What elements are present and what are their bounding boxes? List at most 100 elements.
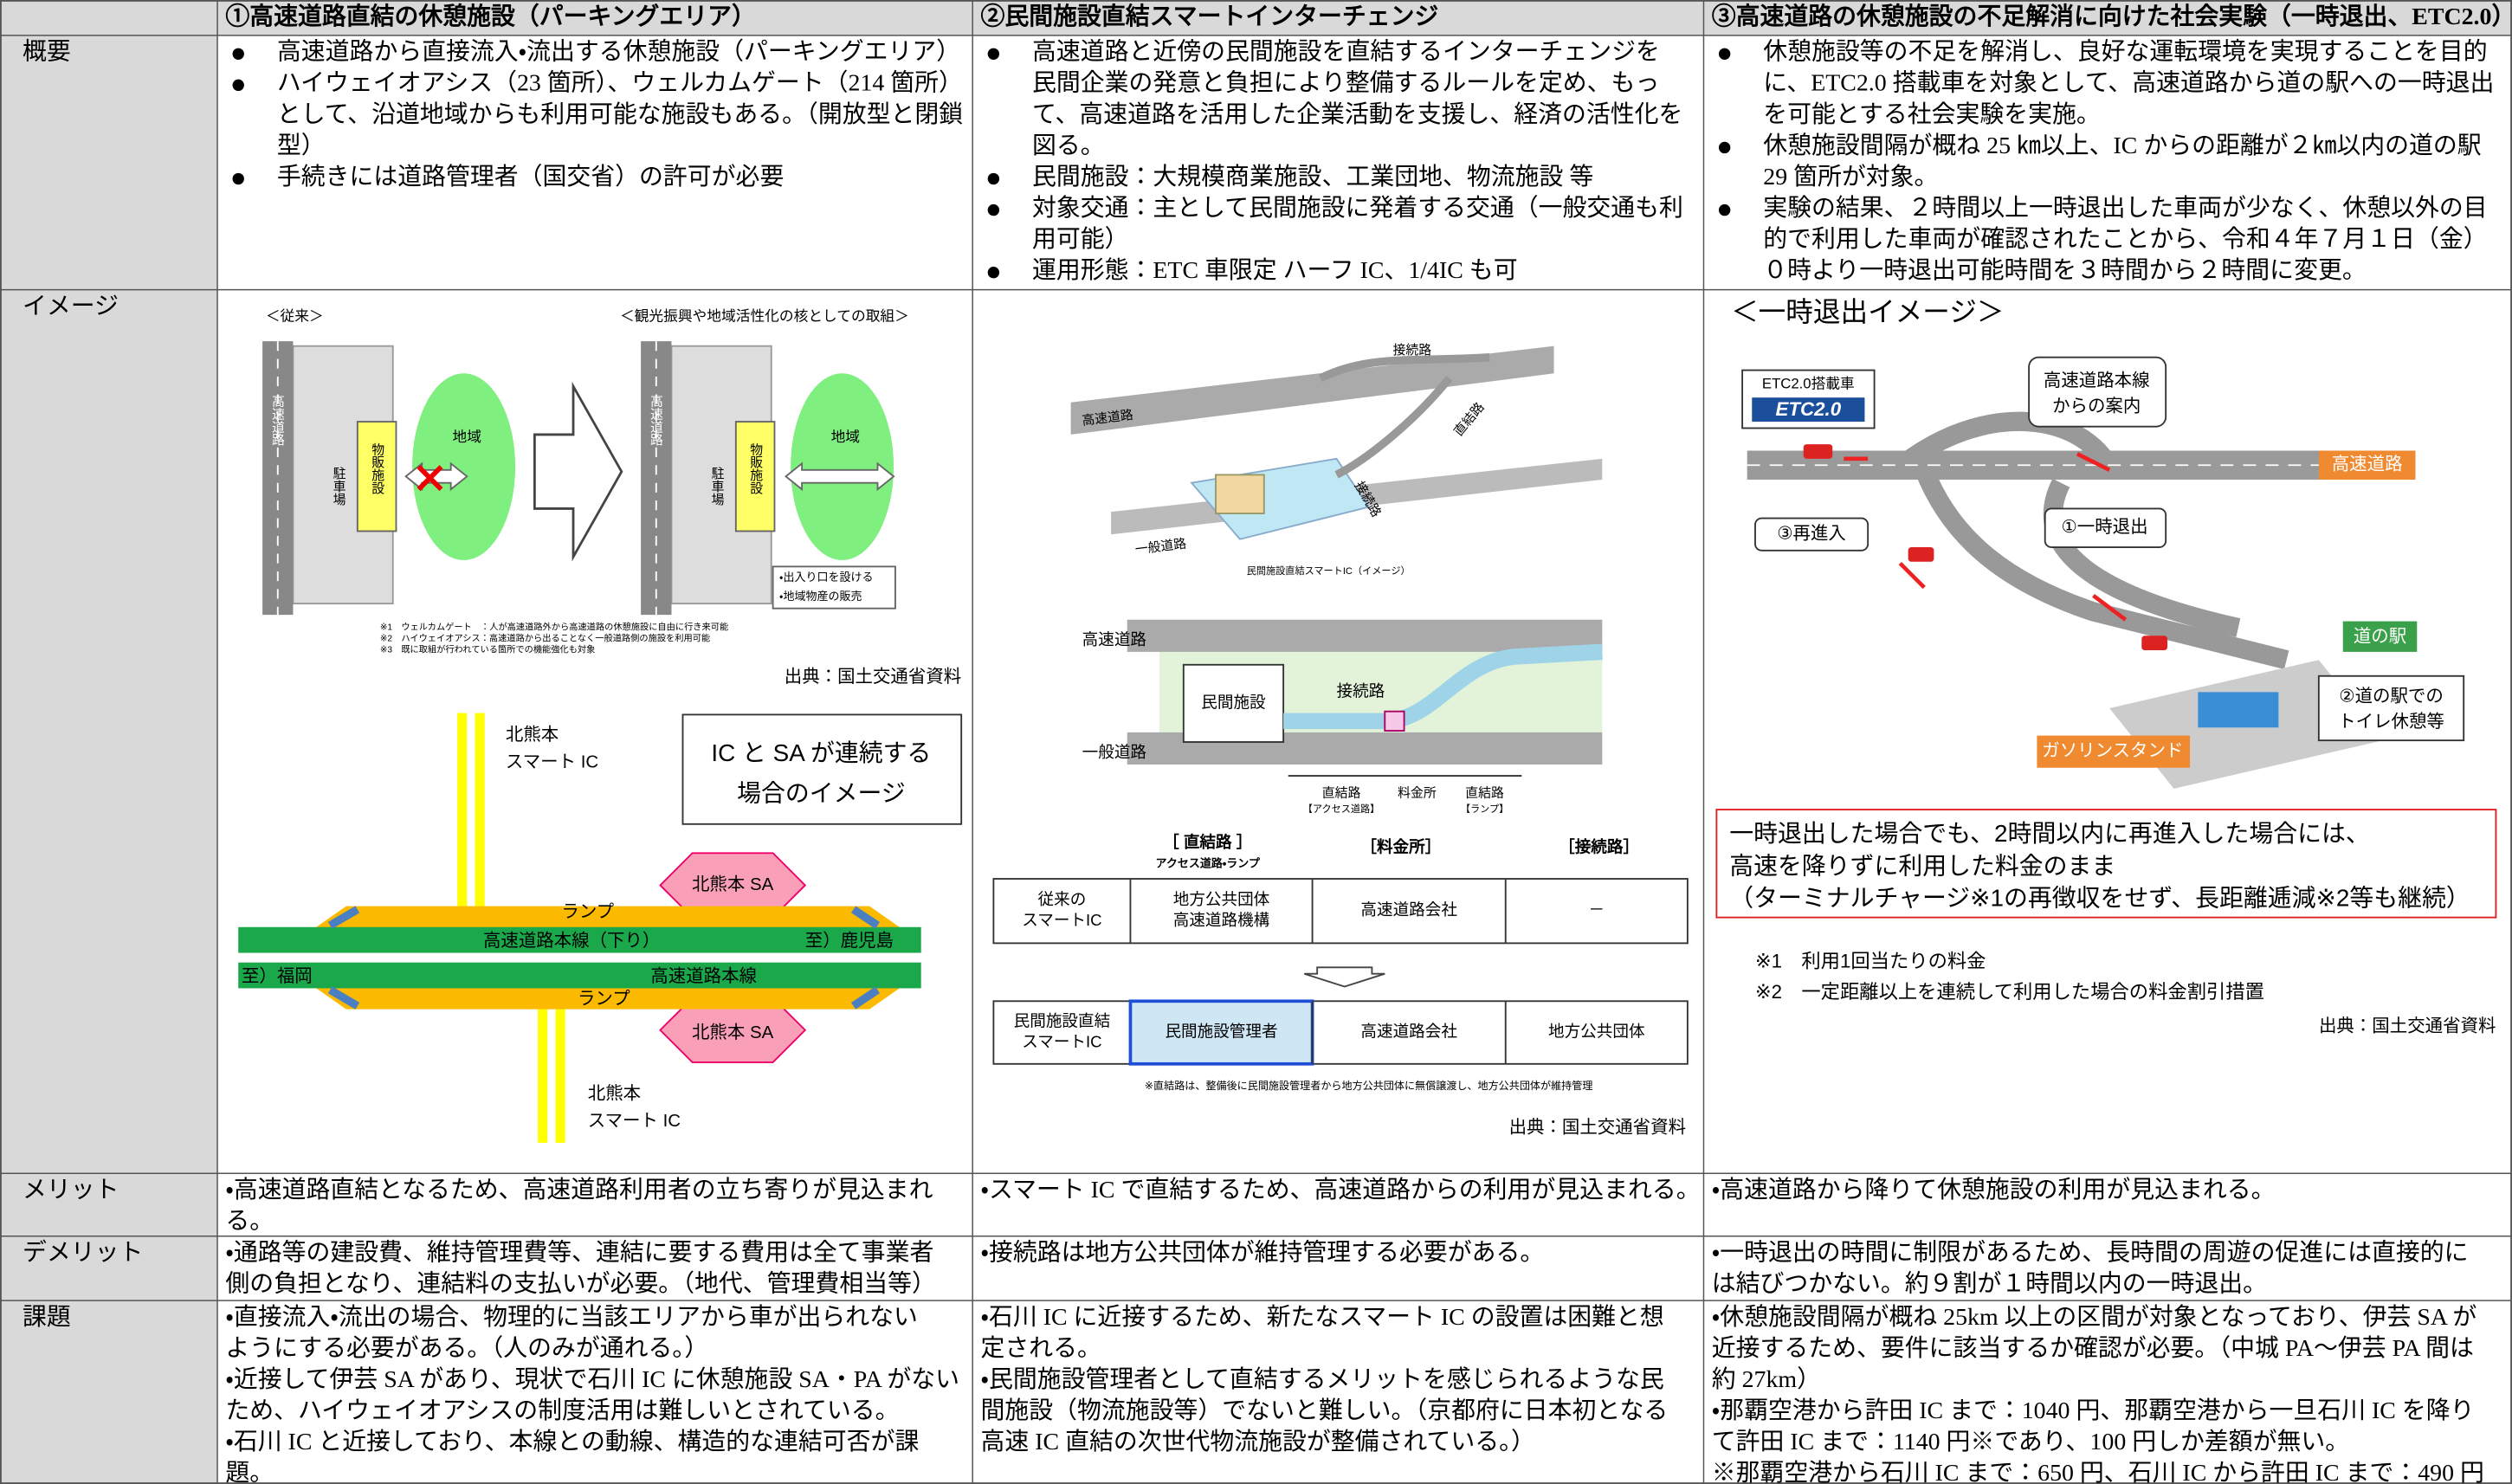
gas-station bbox=[2198, 692, 2279, 728]
label: ＜従来＞ bbox=[266, 308, 324, 325]
parking-diagram: ＜従来＞ ＜観光振興や地域活性化の核としての取組＞ 高速道路 駐車場 物販施設 … bbox=[262, 308, 961, 687]
header-bg bbox=[0, 0, 2512, 35]
ramp bbox=[313, 906, 902, 929]
label: 至）鹿児島 bbox=[805, 931, 894, 951]
label: 直結路 bbox=[1322, 785, 1361, 800]
big-arrow bbox=[533, 381, 623, 562]
facility bbox=[1215, 474, 1265, 514]
label: 物販施設 bbox=[748, 442, 762, 494]
table-cell: 地方公共団体 bbox=[1173, 890, 1270, 908]
label: ランプ bbox=[561, 901, 614, 921]
table-header: ［料金所］ bbox=[1360, 838, 1441, 856]
label: 北熊本 SA bbox=[692, 874, 774, 894]
label-bg bbox=[2342, 621, 2418, 652]
table-text: ①高速道路直結の休憩施設（パーキングエリア） ②民間施設直結スマートインターチェン… bbox=[23, 2, 2512, 1484]
footnote: ※3 既に取組が行われている箇所での機能強化も対象 bbox=[380, 644, 596, 655]
ic-road bbox=[457, 713, 468, 910]
label: 高速道路本線（下り） bbox=[483, 931, 660, 951]
cell-text: ・石川 IC に近接するため、新たなスマート IC の設置は困難と想 bbox=[981, 1303, 1664, 1331]
label: 高速道路本線 bbox=[650, 966, 757, 986]
ramp bbox=[313, 986, 902, 1010]
cell-text: て、高速道路を活用した企業活動を支援し、経済の活性化を bbox=[1032, 100, 1682, 128]
row-label: 概要 bbox=[23, 38, 71, 66]
temporary-exit-diagram: ＜一時退出イメージ＞ 高速道路 ETC2.0搭載車 ETC2.0 高速道路本線 … bbox=[1715, 296, 2497, 1036]
note: ・地域物産の販売 bbox=[779, 590, 862, 603]
road bbox=[641, 341, 672, 616]
label: 道の駅 bbox=[2354, 627, 2406, 647]
label: からの案内 bbox=[2052, 397, 2141, 416]
cell-text: ・直接流入・流出の場合、物理的に当該エリアから車が出られない bbox=[225, 1303, 918, 1331]
cell-text: として、沿道地域からも利用可能な施設もある。（開放型と閉鎖 bbox=[277, 100, 963, 128]
label: 【アクセス道路】 bbox=[1303, 803, 1380, 815]
cell-text: を可能とする社会実験を実施。 bbox=[1763, 100, 2100, 128]
cell-text: 用可能） bbox=[1032, 225, 1129, 253]
smart-ic-diagram: 高速道路 一般道路 接続路 直結路 接続路 民間施設直結スマートIC（イメージ）… bbox=[992, 343, 1689, 1138]
note: ※1 利用1回当たりの料金 bbox=[1755, 951, 1986, 972]
label: ＜観光振興や地域活性化の核としての取組＞ bbox=[620, 308, 909, 325]
table-frame bbox=[992, 1000, 1689, 1065]
cell-text: は結びつかない。約９割が１時間以内の一時退出。 bbox=[1712, 1270, 2267, 1298]
cell-text: ・那覇空港から許田 IC まで：1040 円、那覇空港から一旦石川 IC を降り bbox=[1712, 1397, 2475, 1424]
label: 接続路 bbox=[1337, 681, 1385, 700]
car bbox=[2141, 636, 2168, 651]
cell-text: 民間施設：大規模商業施設、工業団地、物流施設 等 bbox=[1032, 163, 1593, 190]
cell-text: 定される。 bbox=[981, 1334, 1101, 1362]
table-cell: スマートIC bbox=[1022, 911, 1101, 929]
highlight-cell bbox=[1128, 999, 1314, 1066]
label: 民間施設 bbox=[1201, 693, 1266, 711]
bullet bbox=[1718, 203, 1731, 216]
cell-text: ・高速道路直結となるため、高速道路利用者の立ち寄りが見込まれ bbox=[225, 1176, 933, 1203]
road bbox=[1127, 619, 1603, 652]
cell-text: て許田 IC まで：1140 円※であり、100 円しか差額が無い。 bbox=[1712, 1428, 2349, 1455]
cell-text: 高速 IC 直結の次世代物流施設が整備されている。） bbox=[981, 1428, 1535, 1455]
label: 直結路 bbox=[1451, 400, 1488, 439]
label: 高速道路 bbox=[1082, 630, 1147, 648]
before-layout: 高速道路 駐車場 物販施設 地域 bbox=[262, 341, 516, 616]
row-label: 課題 bbox=[23, 1304, 71, 1331]
callout bbox=[2028, 356, 2167, 428]
ic-road bbox=[538, 1007, 548, 1143]
bullet bbox=[987, 172, 1000, 185]
cell-text: 休憩施設等の不足を解消し、良好な運転環境を実現することを目的 bbox=[1763, 38, 2487, 66]
ramps bbox=[1894, 411, 2289, 670]
cell-text: 近接するため、要件に該当するか確認が必要。（中城 PA～伊芸 PA 間は bbox=[1712, 1334, 2474, 1362]
bullet bbox=[232, 48, 244, 60]
table-cell: スマートIC bbox=[1022, 1033, 1101, 1051]
label: 地域 bbox=[453, 429, 482, 445]
label: 高速道路 bbox=[270, 394, 284, 446]
shop bbox=[734, 421, 776, 532]
cell-text: る。 bbox=[225, 1208, 274, 1235]
cell-text: ・民間施設管理者として直結するメリットを感じられるような民 bbox=[981, 1365, 1664, 1393]
caption: 場合のイメージ bbox=[737, 780, 906, 807]
label: ETC2.0搭載車 bbox=[1762, 376, 1855, 392]
facility bbox=[1182, 663, 1285, 743]
cell-text: 民間企業の発意と負担により整備するルールを定め、もっ bbox=[1032, 69, 1659, 97]
box-text: 一時退出した場合でも、2時間以内に再進入した場合には、 bbox=[1729, 820, 2370, 847]
label: ガソリンスタンド bbox=[2042, 741, 2183, 761]
cell-text: ・接続路は地方公共団体が維持管理する必要がある。 bbox=[981, 1238, 1545, 1266]
source: 出典：国土交通省資料 bbox=[785, 667, 961, 687]
cell-text: 型） bbox=[277, 132, 326, 159]
arrows bbox=[1844, 452, 2128, 622]
bullet bbox=[987, 267, 1000, 279]
table-cell: － bbox=[1589, 900, 1605, 919]
label: 一般道路 bbox=[1134, 537, 1187, 558]
cell-text: 題。 bbox=[225, 1460, 274, 1484]
tollgate bbox=[1384, 710, 1405, 732]
ic-road bbox=[475, 713, 485, 910]
label: ランプ bbox=[578, 989, 630, 1009]
box-text: （ターミナルチャージ※1の再徴収をせず、長距離逓減※2等も継続） bbox=[1729, 885, 2470, 912]
footnote: ※1 ウェルカムゲート ：人が高速道路外から高速道路の休憩施設に自由に行き来可能 bbox=[380, 622, 728, 633]
row-label: メリット bbox=[23, 1177, 119, 1203]
road bbox=[262, 341, 294, 616]
note: ※直結路は、整備後に民間施設管理者から地方公共団体に無償譲渡し、地方公共団体が維… bbox=[1145, 1079, 1592, 1092]
main-road bbox=[238, 962, 921, 989]
cell-text: 運用形態：ETC 車限定 ハーフ IC、1/4IC も可 bbox=[1032, 256, 1518, 284]
etc-logo-text: ETC2.0 bbox=[1776, 398, 1842, 420]
shop bbox=[356, 421, 397, 532]
